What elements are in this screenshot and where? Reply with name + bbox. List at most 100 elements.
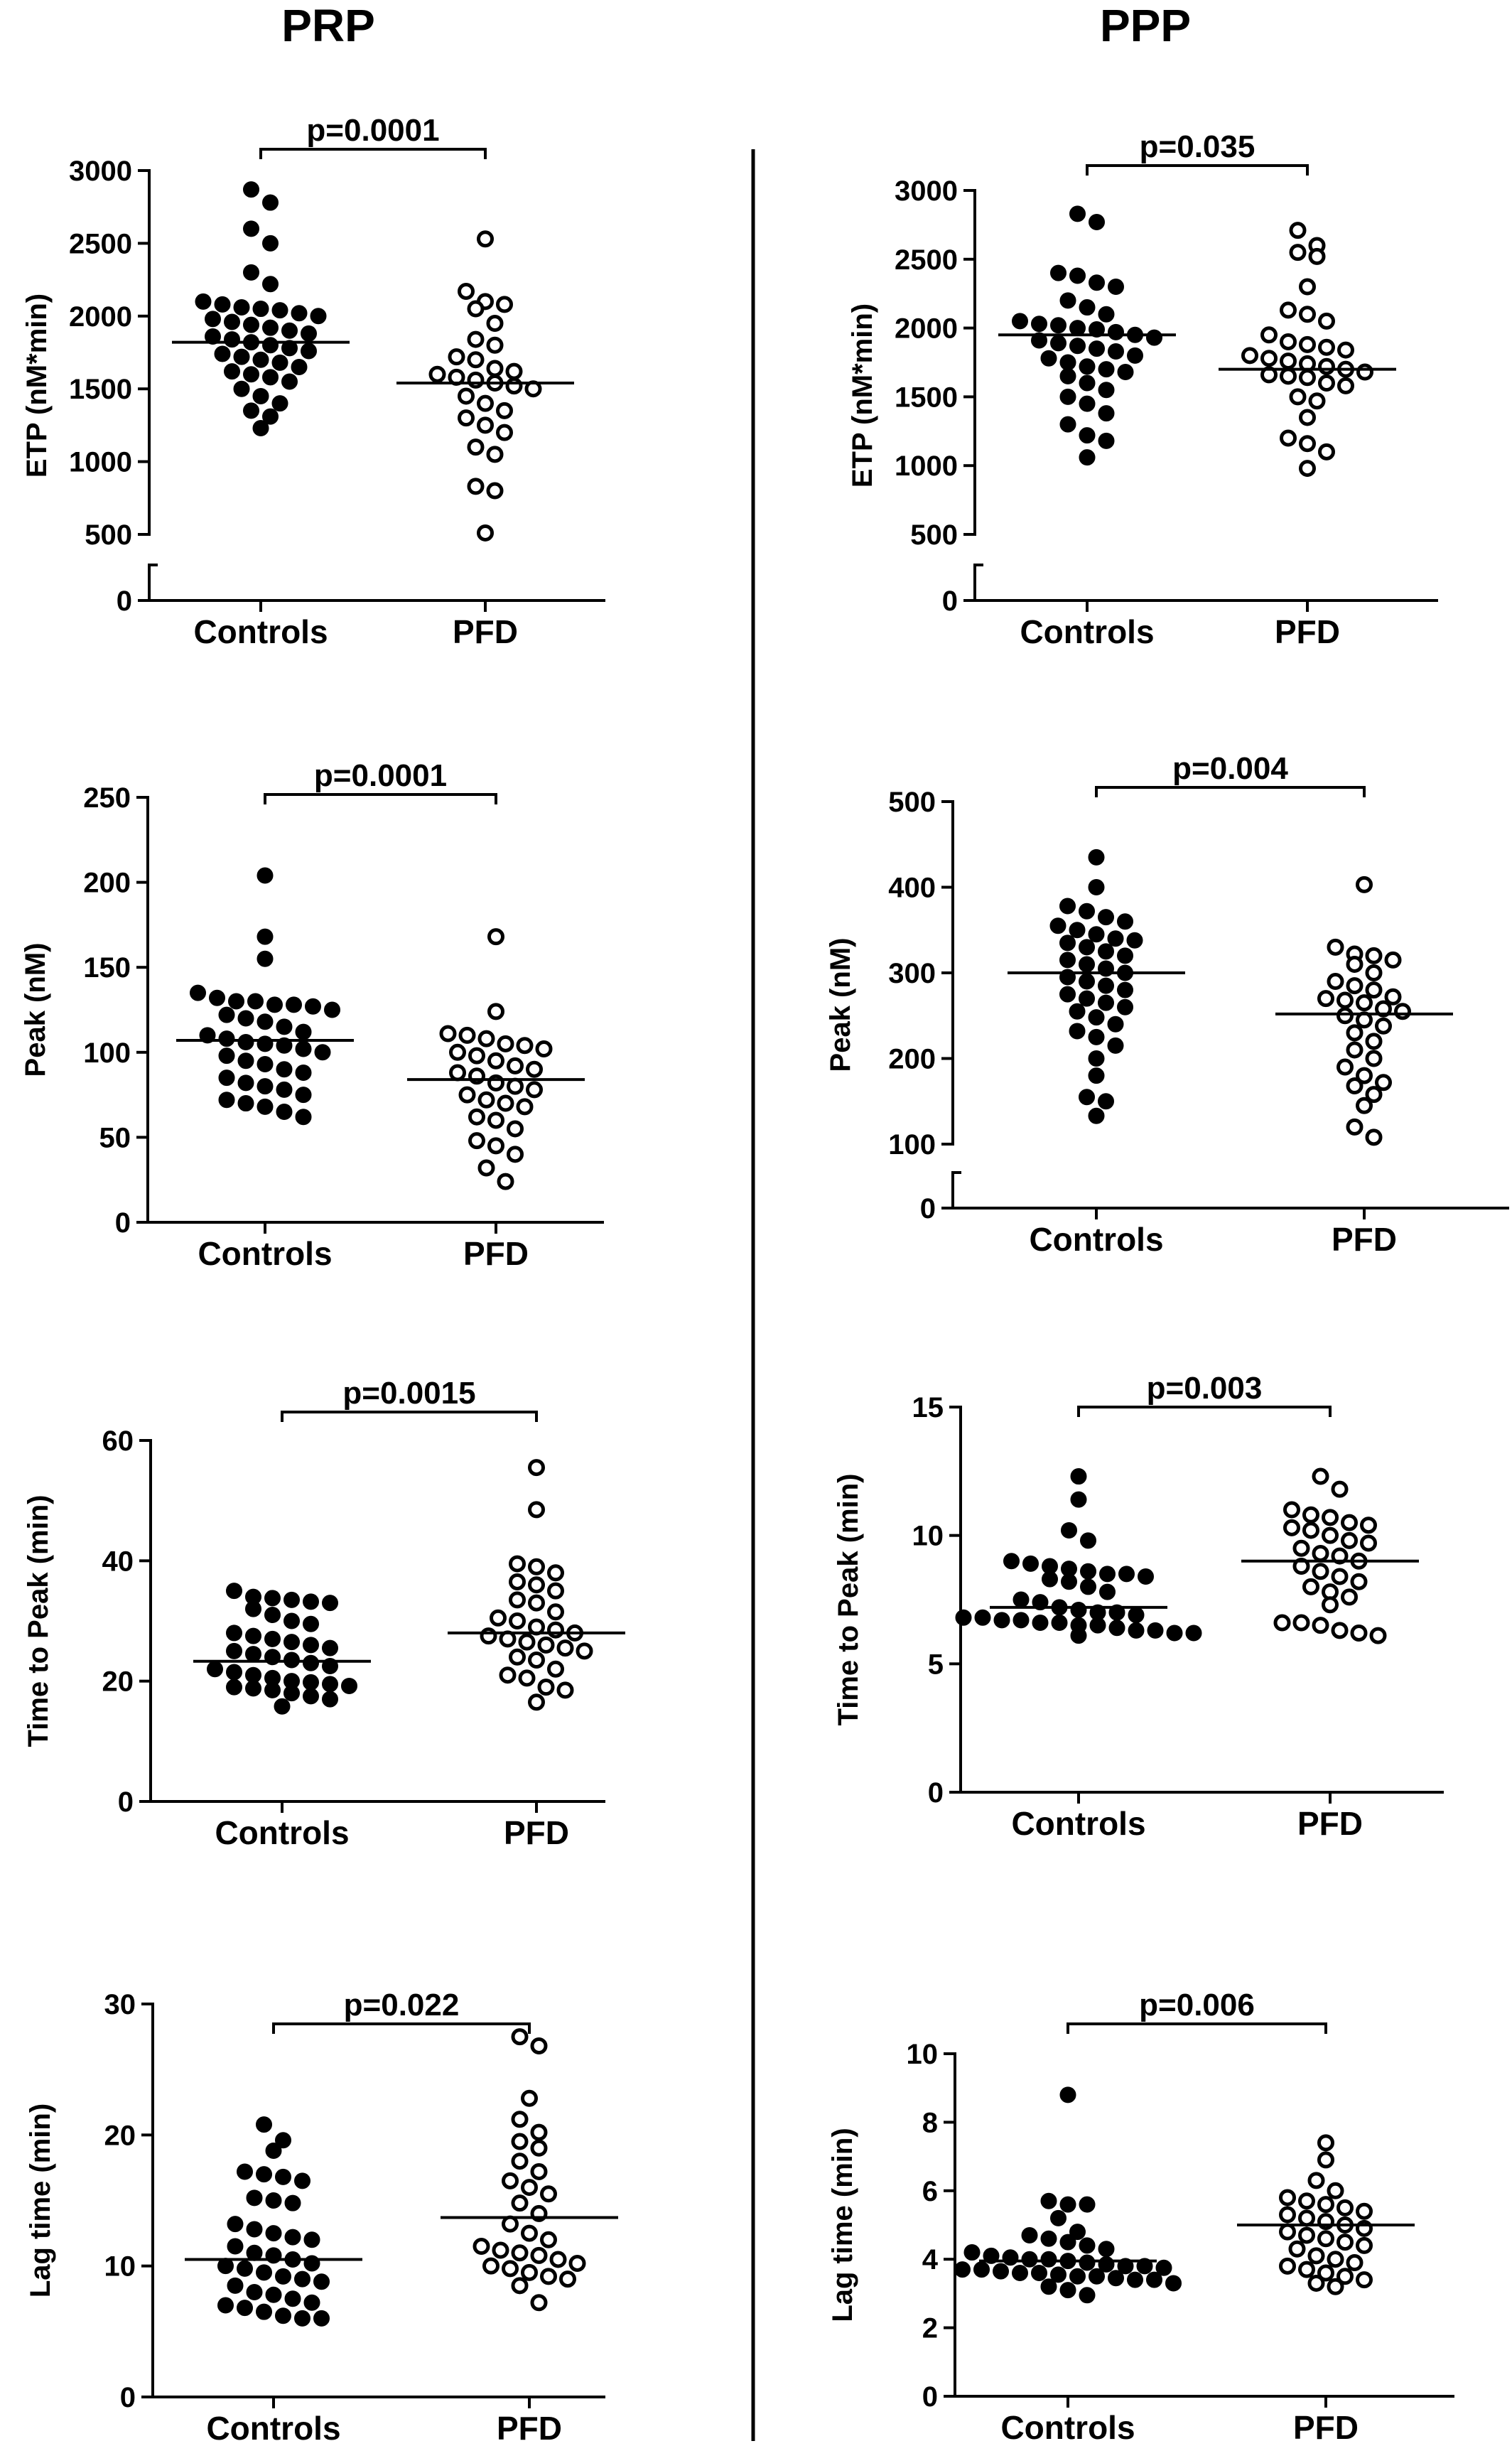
pfd-data-point [1298, 2261, 1315, 2278]
control-data-point [294, 2172, 310, 2189]
pfd-data-point [1279, 2257, 1296, 2275]
control-data-point [276, 1104, 293, 1121]
control-data-point [275, 2307, 291, 2324]
control-data-point [1031, 316, 1047, 333]
control-data-point [1098, 1093, 1114, 1110]
pfd-data-point [1318, 312, 1335, 330]
control-data-point [190, 984, 206, 1001]
control-data-point [233, 380, 250, 397]
y-tick-label: 200 [83, 868, 131, 899]
pfd-data-point [502, 2260, 519, 2278]
pfd-data-point [502, 2172, 519, 2189]
pfd-data-point [1356, 2202, 1373, 2220]
pfd-data-point [1365, 1033, 1383, 1050]
chart-panel-2: 0 500 1000 1500 2000 2500 3000 Controls PFD ETP (… [847, 129, 1438, 650]
chart-panel-4: 0 100 200 300 400 500 Controls PFD Peak (nM) p=0.… [825, 751, 1509, 1258]
control-data-point [245, 1646, 261, 1663]
pfd-data-point [1341, 1588, 1358, 1606]
control-data-point [955, 1609, 972, 1626]
pfd-data-point [547, 1564, 564, 1582]
pfd-data-point [1346, 2254, 1364, 2272]
control-data-point [207, 1661, 223, 1678]
pfd-data-point [1292, 1539, 1310, 1557]
pfd-data-point [472, 2238, 490, 2256]
pfd-data-point [1327, 2278, 1344, 2295]
pfd-data-point [492, 2241, 509, 2259]
control-data-point [303, 1637, 319, 1654]
control-data-point [226, 1625, 242, 1642]
pfd-data-point [1346, 1024, 1364, 1042]
control-data-point [1080, 1578, 1096, 1595]
y-tick-label: 10 [104, 2251, 136, 2283]
pfd-data-point [1289, 244, 1307, 262]
pfd-data-point [1298, 2192, 1315, 2210]
control-data-point [1040, 350, 1057, 367]
control-data-point [1146, 2271, 1162, 2288]
control-data-point [237, 1010, 254, 1027]
control-data-point [1059, 388, 1076, 405]
pfd-data-point [1302, 1506, 1319, 1524]
y-tick-label: 200 [888, 1044, 936, 1075]
control-data-point [322, 1595, 338, 1612]
pfd-data-point [530, 2037, 548, 2054]
y-tick-label: 0 [117, 586, 132, 617]
control-data-point [284, 1634, 300, 1651]
control-data-point [271, 302, 288, 319]
control-data-point [1059, 934, 1076, 952]
pfd-data-point [528, 1501, 545, 1519]
control-data-point [1146, 329, 1162, 346]
control-data-point [1059, 416, 1076, 433]
y-tick-label: 300 [888, 958, 936, 989]
control-data-point [226, 1583, 242, 1600]
control-data-point [1099, 1566, 1116, 1583]
control-data-point [271, 395, 288, 412]
control-data-point [237, 1095, 254, 1112]
pfd-data-point [1356, 2236, 1373, 2254]
control-data-point [313, 2273, 330, 2290]
pfd-data-point [521, 2263, 538, 2281]
pfd-data-point [1280, 301, 1297, 319]
pfd-data-point [507, 1120, 524, 1138]
y-tick-label: 500 [85, 519, 132, 551]
control-data-point [271, 354, 288, 371]
pfd-data-point [511, 2153, 529, 2170]
y-tick-label: 2 [922, 2313, 938, 2344]
control-data-point [1079, 990, 1095, 1007]
pfd-data-point [449, 1064, 466, 1082]
pfd-data-point [1365, 947, 1383, 964]
control-data-point [1012, 1591, 1030, 1608]
y-tick-label: 500 [910, 519, 958, 551]
pfd-data-point [1318, 443, 1335, 460]
control-data-point [224, 331, 240, 348]
control-data-point [1031, 2264, 1047, 2281]
pfd-data-point [487, 1111, 504, 1129]
control-data-point [1021, 2251, 1038, 2268]
control-data-point [1079, 2287, 1096, 2304]
chart-panel-7: 0 10 20 30 Controls PFD Lag time (min) p=0.022 [25, 1988, 618, 2446]
pfd-data-point [1279, 2189, 1296, 2207]
pfd-data-point [507, 1057, 524, 1074]
pfd-data-point [1299, 306, 1316, 323]
column-title-ppp: PPP [1100, 0, 1191, 51]
pfd-data-point [1327, 938, 1344, 956]
x-category-label: PFD [463, 1235, 529, 1272]
p-value-label: p=0.0001 [306, 113, 439, 148]
y-tick-label: 1000 [69, 447, 132, 478]
y-tick-label: 10 [912, 1521, 944, 1552]
y-tick-label: 60 [102, 1426, 134, 1457]
control-data-point [1155, 2259, 1172, 2276]
p-value-label: p=0.022 [344, 1988, 460, 2022]
pfd-data-point [477, 1159, 495, 1177]
y-tick-label: 5 [928, 1649, 944, 1680]
x-category-label: PFD [453, 613, 518, 650]
control-data-point [1079, 2237, 1096, 2254]
pfd-data-point [547, 1660, 564, 1678]
pfd-data-point [1346, 1077, 1364, 1095]
pfd-data-point [448, 348, 465, 366]
y-tick-label: 100 [83, 1038, 131, 1069]
control-data-point [1031, 332, 1047, 349]
chart-panel-3: 0 50 100 150 200 250 Controls PFD Peak (nM) p=0.0… [20, 758, 604, 1272]
pfd-data-point [467, 300, 485, 318]
control-data-point [301, 325, 317, 342]
